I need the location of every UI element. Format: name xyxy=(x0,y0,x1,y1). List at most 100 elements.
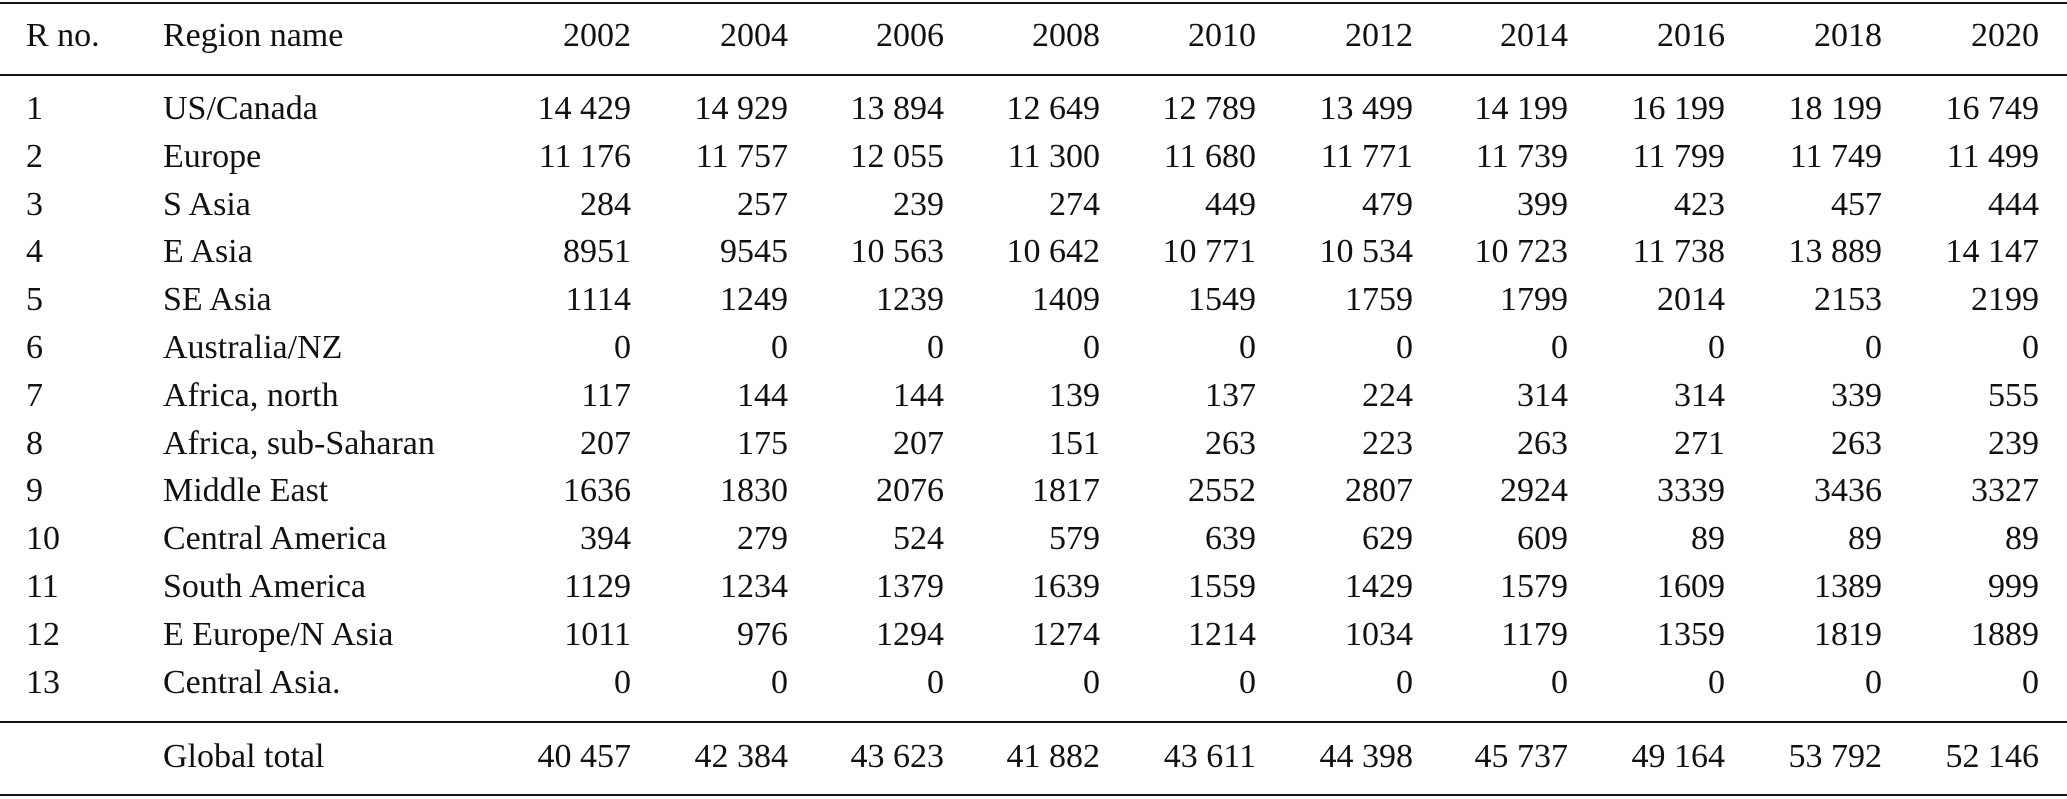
total-cell: 49 164 xyxy=(1631,738,1726,775)
value-cell: 0 xyxy=(1239,329,1256,366)
value-cell: 0 xyxy=(927,663,944,701)
value-cell: 1819 xyxy=(1814,615,1882,653)
row-number: 12 xyxy=(26,615,60,653)
total-cell: 40 457 xyxy=(537,738,632,775)
value-cell: 3436 xyxy=(1814,472,1882,510)
value-cell: 1799 xyxy=(1500,281,1568,319)
value-cell: 263 xyxy=(1517,424,1568,462)
value-cell: 1379 xyxy=(876,568,944,605)
header-cell: 2010 xyxy=(1188,17,1256,54)
region-name: E Asia xyxy=(163,233,253,271)
value-cell: 11 738 xyxy=(1632,233,1725,271)
value-cell: 0 xyxy=(1083,663,1100,701)
top-rule xyxy=(0,2,2067,4)
value-cell: 18 199 xyxy=(1788,90,1883,127)
value-cell: 1239 xyxy=(876,281,944,319)
value-cell: 0 xyxy=(1551,329,1568,366)
total-label: Global total xyxy=(163,738,325,775)
value-cell: 1609 xyxy=(1657,568,1725,605)
value-cell: 1817 xyxy=(1032,472,1100,510)
region-name: Central Asia. xyxy=(163,663,341,701)
value-cell: 3339 xyxy=(1657,472,1725,510)
value-cell: 2153 xyxy=(1814,281,1882,319)
value-cell: 1579 xyxy=(1500,568,1568,605)
value-cell: 444 xyxy=(1988,185,2039,223)
total-cell: 43 623 xyxy=(850,738,945,775)
value-cell: 239 xyxy=(1988,424,2039,462)
header-cell: Region name xyxy=(163,17,344,54)
value-cell: 271 xyxy=(1674,424,1725,462)
value-cell: 3327 xyxy=(1971,472,2039,510)
value-cell: 2014 xyxy=(1657,281,1725,319)
header-cell: 2020 xyxy=(1971,17,2039,54)
value-cell: 394 xyxy=(580,520,631,558)
region-name: S Asia xyxy=(163,185,251,223)
header-cell: 2004 xyxy=(720,17,788,54)
row-number: 8 xyxy=(26,424,43,462)
value-cell: 263 xyxy=(1831,424,1882,462)
value-cell: 423 xyxy=(1674,185,1725,223)
value-cell: 999 xyxy=(1988,568,2039,605)
region-name: US/Canada xyxy=(163,90,318,127)
row-number: 9 xyxy=(26,472,43,510)
value-cell: 11 771 xyxy=(1320,137,1413,175)
region-name: South America xyxy=(163,568,367,605)
value-cell: 1636 xyxy=(563,472,631,510)
value-cell: 1294 xyxy=(876,615,944,653)
total-cell: 43 611 xyxy=(1163,738,1256,775)
value-cell: 0 xyxy=(1239,663,1256,701)
value-cell: 1359 xyxy=(1657,615,1725,653)
value-cell: 207 xyxy=(893,424,944,462)
value-cell: 314 xyxy=(1517,376,1568,414)
value-cell: 12 055 xyxy=(850,137,945,175)
value-cell: 223 xyxy=(1362,424,1413,462)
value-cell: 13 889 xyxy=(1788,233,1883,271)
row-number: 3 xyxy=(26,185,43,223)
value-cell: 11 300 xyxy=(1007,137,1100,175)
header-cell: 2006 xyxy=(876,17,944,54)
value-cell: 16 199 xyxy=(1631,90,1726,127)
value-cell: 0 xyxy=(1396,663,1413,701)
value-cell: 137 xyxy=(1205,376,1256,414)
value-cell: 9545 xyxy=(720,233,788,271)
header-rule xyxy=(0,74,2067,76)
value-cell: 976 xyxy=(737,615,788,653)
value-cell: 284 xyxy=(580,185,631,223)
region-name: SE Asia xyxy=(163,281,272,319)
value-cell: 1214 xyxy=(1188,615,1256,653)
header-cell: 2016 xyxy=(1657,17,1725,54)
value-cell: 10 642 xyxy=(1006,233,1101,271)
value-cell: 0 xyxy=(1865,663,1882,701)
value-cell: 239 xyxy=(893,185,944,223)
value-cell: 609 xyxy=(1517,520,1568,558)
value-cell: 339 xyxy=(1831,376,1882,414)
value-cell: 0 xyxy=(771,663,788,701)
value-cell: 457 xyxy=(1831,185,1882,223)
value-cell: 0 xyxy=(614,663,631,701)
row-number: 7 xyxy=(26,376,43,414)
value-cell: 399 xyxy=(1517,185,1568,223)
total-cell: 45 737 xyxy=(1474,738,1569,775)
value-cell: 16 749 xyxy=(1945,90,2040,127)
value-cell: 314 xyxy=(1674,376,1725,414)
value-cell: 11 749 xyxy=(1789,137,1882,175)
value-cell: 1559 xyxy=(1188,568,1256,605)
value-cell: 1889 xyxy=(1971,615,2039,653)
total-cell: 53 792 xyxy=(1788,738,1883,775)
value-cell: 1249 xyxy=(720,281,788,319)
value-cell: 279 xyxy=(737,520,788,558)
row-number: 13 xyxy=(26,663,60,701)
total-cell: 52 146 xyxy=(1945,738,2040,775)
row-number: 1 xyxy=(26,90,43,127)
value-cell: 524 xyxy=(893,520,944,558)
value-cell: 1429 xyxy=(1345,568,1413,605)
value-cell: 89 xyxy=(1691,520,1725,558)
value-cell: 1129 xyxy=(564,568,631,605)
value-cell: 1274 xyxy=(1032,615,1100,653)
value-cell: 10 534 xyxy=(1319,233,1414,271)
value-cell: 2552 xyxy=(1188,472,1256,510)
value-cell: 1830 xyxy=(720,472,788,510)
row-number: 6 xyxy=(26,329,43,366)
total-cell: 41 882 xyxy=(1006,738,1101,775)
